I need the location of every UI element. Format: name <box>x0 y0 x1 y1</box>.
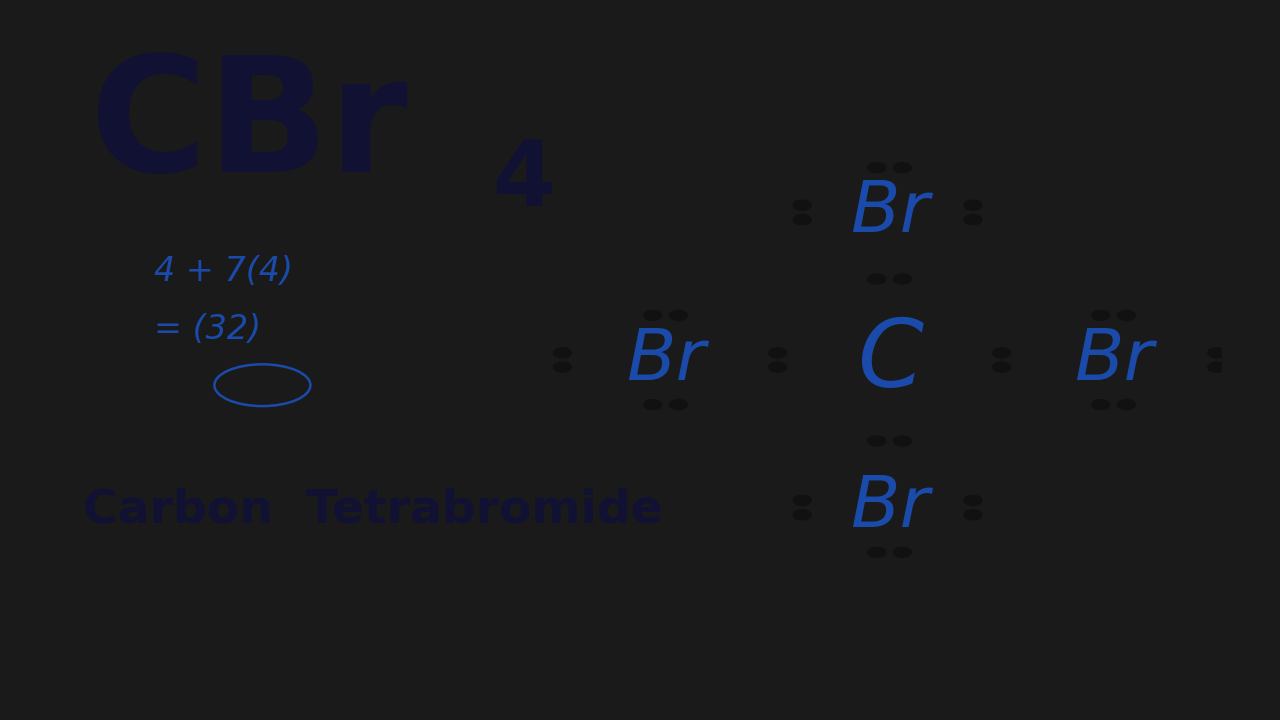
Circle shape <box>868 436 886 446</box>
Circle shape <box>1208 362 1226 372</box>
Circle shape <box>964 495 982 505</box>
Circle shape <box>553 362 571 372</box>
Text: 4 + 7(4): 4 + 7(4) <box>154 255 293 288</box>
Circle shape <box>768 362 786 372</box>
Circle shape <box>644 400 662 410</box>
Circle shape <box>993 348 1011 358</box>
Text: = (32): = (32) <box>154 312 261 346</box>
Circle shape <box>794 200 812 210</box>
Text: Br: Br <box>626 325 705 395</box>
Bar <box>1222 0 1280 720</box>
Circle shape <box>964 510 982 520</box>
Circle shape <box>993 362 1011 372</box>
Circle shape <box>893 274 911 284</box>
Circle shape <box>794 510 812 520</box>
Circle shape <box>794 215 812 225</box>
Circle shape <box>868 547 886 557</box>
Circle shape <box>1117 310 1135 320</box>
Circle shape <box>553 348 571 358</box>
Circle shape <box>868 274 886 284</box>
Circle shape <box>964 200 982 210</box>
Circle shape <box>644 310 662 320</box>
Text: Carbon  Tetrabromide: Carbon Tetrabromide <box>83 488 663 533</box>
Text: 4: 4 <box>493 137 556 225</box>
Circle shape <box>669 400 687 410</box>
Circle shape <box>794 495 812 505</box>
Text: CBr: CBr <box>90 50 407 205</box>
Circle shape <box>768 348 786 358</box>
Text: Br: Br <box>1074 325 1153 395</box>
Circle shape <box>868 163 886 173</box>
Circle shape <box>1092 310 1110 320</box>
Circle shape <box>1208 348 1226 358</box>
Text: C: C <box>856 315 923 405</box>
Text: Br: Br <box>850 473 929 542</box>
Circle shape <box>669 310 687 320</box>
Circle shape <box>893 436 911 446</box>
Circle shape <box>893 547 911 557</box>
Bar <box>0 0 58 720</box>
Circle shape <box>964 215 982 225</box>
Circle shape <box>1092 400 1110 410</box>
Circle shape <box>893 163 911 173</box>
Circle shape <box>1117 400 1135 410</box>
Text: Br: Br <box>850 178 929 247</box>
